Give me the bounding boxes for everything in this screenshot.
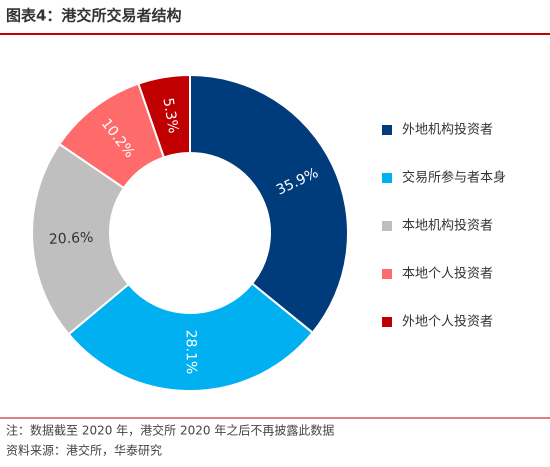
slice — [137, 73, 191, 159]
note: 注：数据截至 2020 年，港交所 2020 年之后不再披露此数据 — [6, 423, 334, 438]
source: 资料来源：港交所，华泰研究 — [6, 443, 162, 458]
data-label: 5.3% — [159, 97, 181, 135]
legend-label: 外地机构投资者 — [402, 122, 493, 138]
legend-label: 本地个人投资者 — [402, 266, 493, 282]
legend-label: 交易所参与者本身 — [402, 170, 506, 186]
legend-swatch — [382, 221, 392, 231]
slice — [31, 142, 130, 336]
data-label: 28.1% — [183, 330, 199, 375]
data-label: 20.6% — [49, 230, 94, 248]
legend-swatch — [382, 317, 392, 327]
chart-title: 图表4：港交所交易者结构 — [6, 7, 181, 25]
legend-swatch — [382, 125, 392, 135]
slice — [67, 282, 315, 392]
legend-label: 外地个人投资者 — [402, 314, 493, 330]
legend-swatch — [382, 173, 392, 183]
legend-label: 本地机构投资者 — [402, 218, 493, 234]
legend-swatch — [382, 269, 392, 279]
slice — [189, 73, 349, 335]
